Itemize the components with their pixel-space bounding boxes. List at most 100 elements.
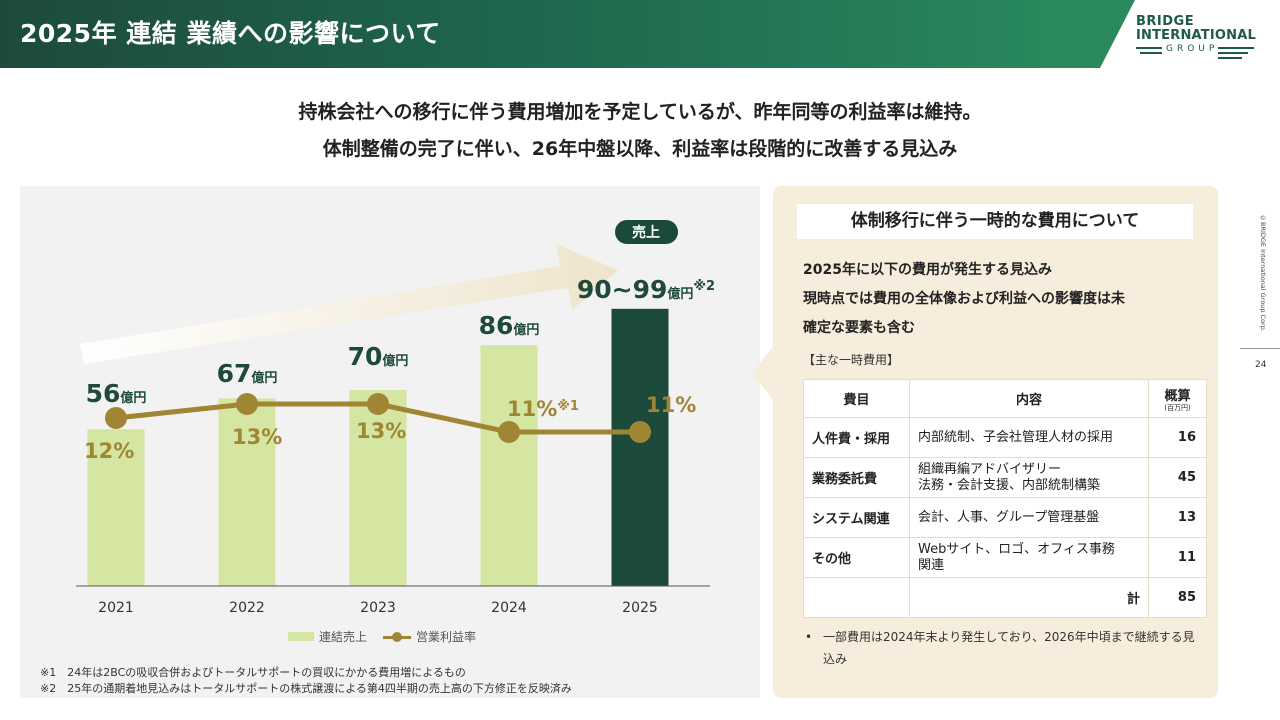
header-band (0, 0, 1080, 68)
col-header-content: 内容 (909, 379, 1149, 418)
x-tick-2022: 2022 (229, 600, 265, 616)
cell-content-line: 組織再編アドバイザリー (918, 461, 1062, 477)
footnote-1: ※1 24年は2BCの吸収合併およびトータルサポートの買収にかかる費用増によるも… (40, 666, 466, 679)
headline-line-2: 体制整備の完了に伴い、26年中盤以降、利益率は段階的に改善する見込み (322, 138, 958, 160)
sales-value-label-2021: 56億円 (86, 379, 147, 408)
sales-badge: 売上 (615, 220, 678, 244)
margin-pct-label-2021: 12% (84, 439, 134, 463)
footnote-2: ※2 25年の通期着地見込みはトータルサポートの株式譲渡による第4四半期の売上高… (40, 682, 572, 695)
margin-point-2025 (629, 421, 651, 443)
logo-text-international: INTERNATIONAL (1136, 28, 1256, 43)
margin-point-2021 (105, 407, 127, 429)
margin-pct-labels: 12% 13% 13% 11%※1 11% (84, 393, 696, 463)
sales-margin-chart: 2021 2022 2023 2024 2025 56億円 67億円 70億円 86億円 90~… (76, 220, 716, 616)
panel-title: 体制移行に伴う一時的な費用について (797, 204, 1193, 239)
margin-point-2022 (236, 393, 258, 415)
col-header-amount: 概算 (百万円) (1148, 379, 1207, 418)
legend-line-swatch (383, 631, 412, 642)
panel-desc-1: 2025年に以下の費用が発生する見込み (803, 262, 1052, 278)
margin-pct-label-2024: 11%※1 (507, 397, 579, 421)
table-row: システム関連 会計、人事、グループ管理基盤 13 (803, 497, 1207, 538)
page-number: 24 (1255, 360, 1267, 370)
growth-arrow-icon (80, 244, 618, 364)
cell-category: 人件費・採用 (803, 417, 910, 458)
chart-legend: 連結売上 営業利益率 (288, 628, 476, 645)
cell-content: Webサイト、ロゴ、オフィス事務 関連 (909, 537, 1149, 578)
one-time-cost-panel: 体制移行に伴う一時的な費用について 2025年に以下の費用が発生する見込み 現時… (773, 186, 1218, 698)
total-amount: 85 (1148, 577, 1207, 618)
margin-line-layer (105, 393, 651, 443)
table-total-row: 計 85 (803, 577, 1207, 618)
sales-value-labels: 56億円 67億円 70億円 86億円 90~99億円※2 (86, 275, 716, 408)
cell-content-line: 会計、人事、グループ管理基盤 (918, 509, 1100, 525)
cell-content: 内部統制、子会社管理人材の採用 (909, 417, 1149, 458)
page-number-rule (1240, 348, 1280, 349)
sales-value-label-2025: 90~99億円※2 (577, 275, 715, 304)
cell-category: システム関連 (803, 497, 910, 538)
table-row: その他 Webサイト、ロゴ、オフィス事務 関連 11 (803, 537, 1207, 578)
chart-panel: 2021 2022 2023 2024 2025 56億円 67億円 70億円 86億円 90~… (20, 186, 760, 698)
cell-amount: 13 (1148, 497, 1207, 538)
cell-category: その他 (803, 537, 910, 578)
margin-pct-label-2023: 13% (356, 419, 406, 443)
headline-line-1: 持株会社への移行に伴う費用増加を予定しているが、昨年同等の利益率は維持。 (298, 101, 982, 123)
header: 2025年 連結 業績への影響について BRIDGE INTERNATIONAL… (0, 0, 1280, 68)
legend-item-margin: 営業利益率 (383, 628, 476, 645)
table-row: 人件費・採用 内部統制、子会社管理人材の採用 16 (803, 417, 1207, 458)
panel-desc-2: 現時点では費用の全体像および利益への影響度は未 (803, 291, 1125, 307)
sales-value-label-2023: 70億円 (348, 342, 409, 371)
col-header-amount-label: 概算 (1164, 388, 1191, 404)
logo-stripes-right-icon (1218, 47, 1254, 59)
legend-bar-swatch (288, 632, 314, 641)
x-tick-2023: 2023 (360, 600, 396, 616)
total-label: 計 (909, 577, 1149, 618)
cell-amount: 16 (1148, 417, 1207, 458)
cost-note-bullet: 一部費用は2024年末より発生しており、2026年中頃まで継続する見込み (803, 626, 1203, 670)
copyright-text: ©BRIDGE International Group Corp. (1259, 214, 1267, 332)
cell-content: 会計、人事、グループ管理基盤 (909, 497, 1149, 538)
cell-empty (803, 577, 910, 618)
logo-text-group: GROUP (1166, 44, 1219, 54)
table-header-row: 費目 内容 概算 (百万円) (803, 379, 1207, 418)
header-wedge (1040, 0, 1135, 68)
cell-content-line: 法務・会計支援、内部統制構築 (918, 477, 1101, 493)
sales-value-label-2022: 67億円 (217, 359, 278, 388)
legend-item-sales: 連結売上 (288, 628, 367, 645)
x-axis-labels: 2021 2022 2023 2024 2025 (98, 600, 658, 616)
legend-label-sales: 連結売上 (319, 630, 368, 644)
col-header-amount-unit: (百万円) (1164, 403, 1191, 412)
panel-pointer (752, 345, 774, 401)
cell-category: 業務委託費 (803, 457, 910, 498)
margin-pct-label-2022: 13% (232, 425, 282, 449)
cell-content: 組織再編アドバイザリー 法務・会計支援、内部統制構築 (909, 457, 1149, 498)
cost-table: 費目 内容 概算 (百万円) 人件費・採用 内部統制、子会社管理人材の採用 16… (803, 379, 1207, 618)
x-tick-2024: 2024 (491, 600, 527, 616)
margin-point-2024 (498, 421, 520, 443)
company-logo: BRIDGE INTERNATIONAL GROUP (1132, 12, 1262, 62)
logo-text-bridge: BRIDGE (1136, 14, 1195, 29)
sales-bar-2022 (218, 398, 276, 586)
legend-label-margin: 営業利益率 (416, 630, 477, 644)
col-header-category: 費目 (803, 379, 910, 418)
x-tick-2021: 2021 (98, 600, 134, 616)
sales-value-label-2024: 86億円 (479, 311, 540, 340)
margin-pct-label-2025: 11% (646, 393, 696, 417)
panel-desc-3: 確定な要素も含む (803, 320, 915, 336)
logo-stripes-left-icon (1136, 47, 1162, 54)
x-tick-2025: 2025 (622, 600, 658, 616)
cost-section-label: 【主な一時費用】 (803, 353, 900, 367)
cell-amount: 45 (1148, 457, 1207, 498)
sales-bar-2021 (87, 429, 145, 586)
table-row: 業務委託費 組織再編アドバイザリー 法務・会計支援、内部統制構築 45 (803, 457, 1207, 498)
margin-point-2023 (367, 393, 389, 415)
sales-badge-label: 売上 (632, 224, 660, 241)
page-title: 2025年 連結 業績への影響について (20, 19, 441, 48)
sales-bar-2023 (349, 390, 407, 586)
cell-content-line: 内部統制、子会社管理人材の採用 (918, 429, 1114, 445)
sales-bar-2024 (480, 345, 538, 586)
bars-layer (87, 308, 669, 586)
cell-amount: 11 (1148, 537, 1207, 578)
sales-bar-2025 (611, 308, 669, 586)
cell-content-line: Webサイト、ロゴ、オフィス事務 (918, 541, 1115, 557)
cell-content-line: 関連 (918, 557, 945, 573)
